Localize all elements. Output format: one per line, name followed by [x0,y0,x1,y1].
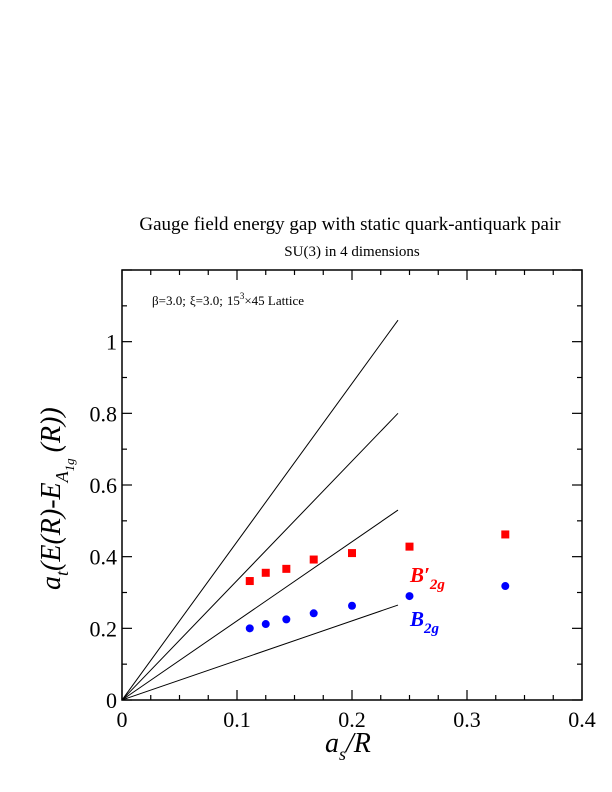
x-tick-label: 0.4 [568,707,596,732]
x-tick-label: 0.1 [223,707,251,732]
x-label-rest: /R [344,728,371,759]
b2g-point [405,592,414,601]
x-tick-label: 0.3 [453,707,481,732]
series-label-b: B2g [409,607,440,637]
lattice-annotation: β=3.0; ξ=3.0; 153×45 Lattice [152,291,304,308]
reference-line [121,412,399,701]
b2g-point [501,582,510,591]
y-tick-label: 1 [106,330,117,355]
series-label-bprime: B′2g [409,563,445,593]
y-label-end: (R)) [36,407,67,452]
axis-ticks [121,269,583,701]
b2g-point [348,601,356,610]
y-tick-label: 0.4 [90,545,118,570]
x-label-sub: s [339,744,346,764]
data-points [245,530,510,633]
bprime-point [282,564,291,573]
reference-line [121,509,399,701]
lattice-base: 15 [227,293,240,308]
plot-frame [121,269,583,701]
x-axis-label: as/R [325,728,371,764]
lattice-sup: 3 [240,291,245,301]
reference-line [121,319,399,701]
bprime-prime: ′ [424,563,430,587]
chart-subtitle: SU(3) in 4 dimensions [284,244,420,260]
y-label-A: A [52,470,72,483]
xi-text: ξ=3.0; [190,293,223,308]
bprime-main: B [409,563,424,587]
y-tick-label: 0.6 [90,473,118,498]
y-tick-label: 0.8 [90,401,118,426]
bprime-sub: 2g [429,577,446,593]
y-tick-label: 0.2 [90,616,118,641]
b2g-point [282,615,291,624]
b2g-point [261,620,270,629]
y-tick-label: 0 [106,688,117,713]
x-label-main: a [325,728,339,759]
b2g-point [309,609,318,618]
x-tick-labels: 0 0.1 0.2 0.3 0.4 [117,707,596,732]
y-label-mid: (E(R)-E [36,482,67,571]
bprime-point [501,530,510,539]
chart-title: Gauge field energy gap with static quark… [139,214,561,235]
reference-lines [121,319,399,701]
lattice-rest: ×45 Lattice [244,293,304,308]
bprime-point [245,577,254,586]
y-tick-labels: 0 0.2 0.4 0.6 0.8 1 [90,330,118,713]
y-label-t: t [52,570,72,576]
bprime-point [405,542,414,551]
x-tick-label: 0 [117,707,128,732]
y-label-g: g [62,458,77,465]
reference-line [121,604,399,701]
bprime-point [348,549,356,558]
y-label-1: 1 [62,465,77,472]
y-axis-label: at(E(R)-EA1g (R)) [36,407,77,590]
bprime-point [261,568,270,577]
b-main: B [409,607,424,631]
x-tick-label: 0.2 [338,707,366,732]
b-sub: 2g [423,621,440,637]
b2g-point [245,624,254,633]
bprime-point [309,555,318,564]
beta-text: β=3.0; [152,293,186,308]
y-label-a: a [36,576,67,590]
